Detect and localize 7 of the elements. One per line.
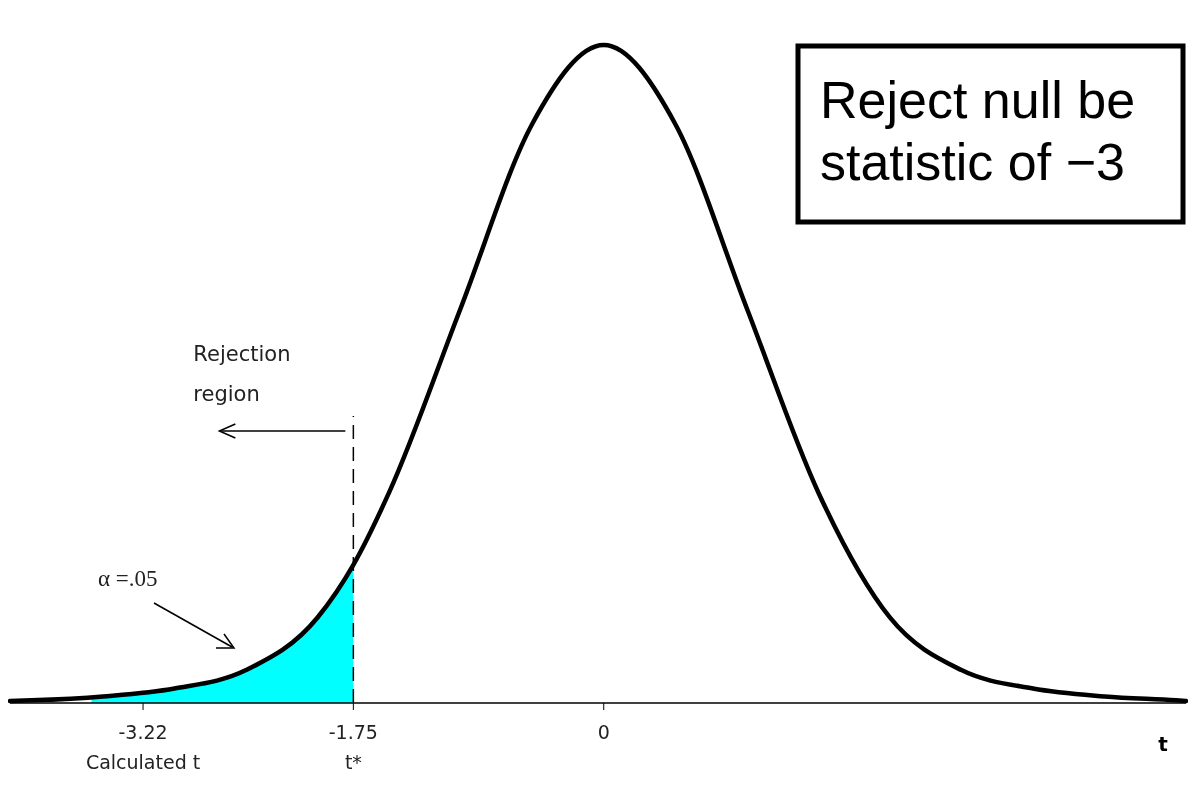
annotation: α =.05	[98, 566, 158, 591]
x-tick-label: -1.75 t*	[328, 721, 378, 773]
annotation: Reject null be statistic of −3	[820, 71, 1136, 191]
x-axis-title: t	[1158, 732, 1169, 756]
x-tick-label: -3.22 Calculated t	[85, 721, 201, 773]
annotation: Rejection region	[193, 342, 291, 406]
x-tick-label: 0	[597, 721, 610, 743]
